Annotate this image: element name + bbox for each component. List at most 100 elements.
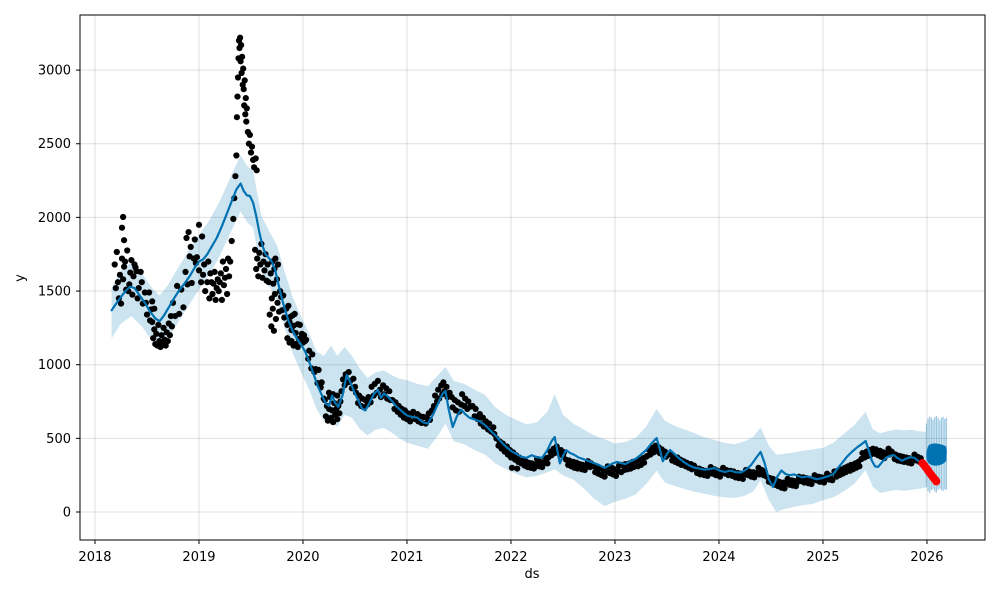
actuals-point — [268, 295, 275, 302]
actuals-point — [206, 295, 213, 302]
x-tick-label: 2023 — [598, 550, 631, 565]
actuals-point — [486, 420, 493, 427]
actuals-point — [185, 229, 192, 236]
actuals-point — [246, 131, 253, 138]
actuals-point — [241, 77, 248, 84]
actuals-point — [612, 472, 620, 479]
actuals-point — [149, 318, 156, 326]
series-uncertainty_interval — [111, 155, 926, 512]
forecast_oscillation_blob-shape — [926, 443, 947, 466]
actuals-point — [272, 255, 279, 262]
actuals-point — [261, 267, 268, 274]
actuals-point — [435, 386, 442, 393]
actuals-point — [285, 302, 292, 309]
y-tick-label: 2000 — [38, 211, 71, 226]
x-tick-label: 2021 — [390, 550, 423, 565]
y-tick-label: 0 — [63, 506, 71, 521]
actuals-point — [281, 314, 288, 321]
x-tick-label: 2025 — [806, 550, 839, 565]
actuals-point — [247, 149, 255, 156]
actuals-point — [180, 304, 187, 311]
actuals-point — [143, 311, 151, 318]
actuals-point — [195, 221, 203, 228]
actuals-point — [210, 280, 217, 287]
y-tick-label: 1500 — [38, 285, 71, 300]
actuals-point — [254, 255, 261, 262]
actuals-point — [601, 473, 608, 480]
actuals-point — [118, 224, 126, 231]
actuals-point — [199, 233, 206, 240]
actuals-point — [164, 338, 171, 345]
x-tick-label: 2026 — [910, 550, 943, 565]
actuals-point — [256, 249, 263, 256]
actuals-point — [508, 464, 516, 471]
actuals-point — [121, 263, 128, 270]
actuals-point — [230, 215, 237, 222]
actuals-point — [217, 270, 224, 277]
uncertainty_interval-shape — [111, 155, 926, 512]
actuals-point — [270, 327, 277, 334]
actuals-point — [122, 258, 129, 265]
actuals-point — [242, 95, 249, 102]
grid-lines — [80, 15, 985, 540]
series-forecast_oscillation_blob — [926, 443, 947, 466]
series-recent_actuals_red — [918, 459, 941, 486]
chart-series — [110, 34, 948, 512]
actuals-point — [111, 261, 118, 268]
recent_actuals_red-point — [932, 477, 941, 486]
actuals-point — [248, 143, 256, 150]
x-tick-label: 2020 — [286, 550, 319, 565]
actuals-point — [149, 298, 156, 305]
actuals-point — [350, 375, 357, 382]
actuals-point — [232, 173, 239, 180]
actuals-point — [113, 248, 120, 256]
actuals-point — [253, 167, 260, 174]
actuals-point — [544, 460, 551, 467]
actuals-point — [176, 310, 183, 317]
actuals-point — [829, 477, 836, 484]
actuals-point — [198, 279, 205, 286]
actuals-point — [252, 155, 259, 162]
actuals-point — [121, 237, 128, 244]
actuals-point — [120, 213, 127, 221]
actuals-point — [227, 258, 234, 265]
actuals-point — [233, 114, 240, 121]
actuals-point — [267, 270, 274, 277]
actuals-point — [226, 273, 233, 280]
actuals-point — [146, 289, 153, 296]
actuals-point — [443, 383, 450, 390]
actuals-point — [270, 280, 277, 287]
actuals-point — [187, 243, 194, 250]
actuals-point — [191, 236, 198, 243]
actuals-point — [641, 459, 648, 466]
actuals-point — [130, 273, 137, 280]
actuals-point — [240, 86, 247, 93]
actuals-point — [153, 330, 160, 337]
actuals-point — [296, 321, 303, 328]
actuals-point — [166, 332, 173, 339]
actuals-point — [234, 74, 242, 81]
actuals-point — [182, 268, 189, 275]
actuals-point — [233, 152, 240, 159]
actuals-point — [315, 366, 322, 373]
y-tick-label: 500 — [46, 432, 71, 447]
x-tick-label: 2018 — [78, 550, 111, 565]
actuals-point — [309, 351, 316, 358]
actuals-point — [345, 369, 352, 376]
actuals-point — [158, 332, 165, 339]
axes: 2018 2019 2020 2021 2022 2023 2024 2025 2026 0 500… — [38, 14, 986, 565]
actuals-point — [365, 394, 372, 401]
x-axis-label: ds — [524, 567, 539, 582]
actuals-point — [151, 305, 158, 312]
actuals-point — [264, 261, 271, 268]
actuals-point — [407, 418, 414, 425]
actuals-point — [135, 285, 142, 292]
actuals-point — [215, 288, 222, 295]
series-actuals — [111, 34, 926, 492]
actuals-point — [459, 391, 466, 398]
actuals-point — [240, 65, 247, 72]
actuals-point — [222, 265, 230, 273]
actuals-point — [228, 237, 235, 245]
actuals-point — [137, 268, 144, 275]
actuals-point — [243, 105, 250, 112]
